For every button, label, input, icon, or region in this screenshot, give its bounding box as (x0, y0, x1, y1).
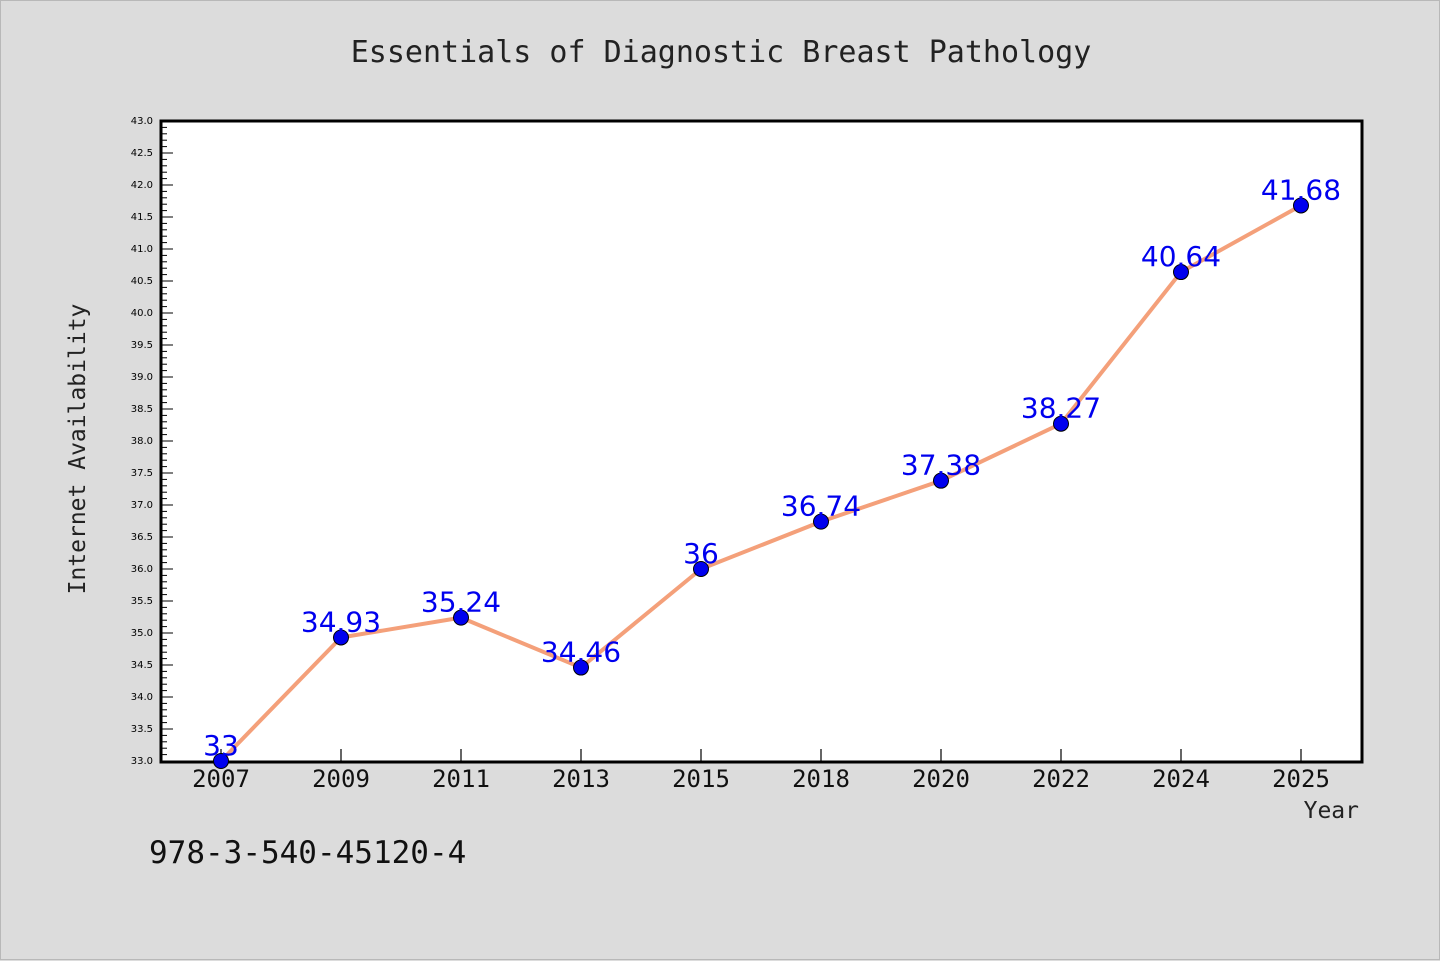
y-tick-label: 40.0 (131, 308, 153, 319)
data-point (1053, 415, 1069, 432)
data-labels: 33 34.93 35.24 34.46 36 36.74 37.38 38.27 40.64 4… (203, 173, 1341, 762)
x-tick-label: 2011 (432, 765, 490, 793)
x-axis-ticks: 2007 2009 2011 2013 2015 2018 2020 2022 2024 2025 (192, 749, 1330, 793)
data-label: 33 (203, 729, 239, 762)
y-tick-label: 39.0 (131, 372, 153, 383)
data-point (813, 513, 829, 530)
data-label: 41.68 (1261, 173, 1341, 206)
chart-title: Essentials of Diagnostic Breast Patholog… (350, 35, 1092, 70)
y-tick-label: 37.0 (131, 500, 153, 511)
y-tick-label: 43.0 (131, 116, 153, 127)
data-label: 35.24 (421, 586, 501, 619)
data-point (333, 629, 349, 646)
y-tick-label: 35.5 (131, 596, 153, 607)
y-axis-ticks: 33.0 33.5 34.0 34.5 35.0 35.5 36.0 36.5 37.0 37.5… (131, 116, 173, 767)
y-tick-label: 33.0 (131, 756, 153, 767)
plot-frame (159, 119, 1364, 764)
data-point (1173, 264, 1189, 281)
y-tick-label: 34.0 (131, 692, 153, 703)
y-tick-label: 42.0 (131, 180, 153, 191)
y-tick-label: 36.0 (131, 564, 153, 575)
y-tick-label: 41.5 (131, 212, 153, 223)
data-markers (213, 197, 1309, 769)
data-label: 36.74 (781, 490, 861, 523)
data-label: 38.27 (1021, 392, 1101, 425)
data-label: 34.46 (541, 636, 621, 669)
data-point (693, 561, 709, 577)
y-tick-label: 36.5 (131, 532, 153, 543)
series-line (219, 203, 1302, 763)
data-label: 36 (683, 537, 719, 570)
y-tick-label: 38.5 (131, 404, 153, 415)
y-tick-label: 39.5 (131, 340, 153, 351)
x-tick-label: 2018 (792, 765, 850, 793)
data-point (933, 472, 949, 489)
x-tick-label: 2009 (312, 765, 370, 793)
series-lines (219, 203, 1302, 763)
x-tick-label: 2013 (552, 765, 610, 793)
x-tick-label: 2020 (912, 765, 970, 793)
data-point (1293, 197, 1309, 214)
y-tick-label: 33.5 (131, 724, 153, 735)
footer-code: 978-3-540-45120-4 (149, 835, 467, 871)
y-tick-label: 42.5 (131, 148, 153, 159)
data-label: 40.64 (1141, 240, 1221, 273)
y-tick-label: 41.0 (131, 244, 153, 255)
data-point (453, 609, 469, 626)
x-tick-label: 2007 (192, 765, 250, 793)
y-tick-label: 38.0 (131, 436, 153, 447)
y-tick-label: 40.5 (131, 276, 153, 287)
y-tick-label: 37.5 (131, 468, 153, 479)
x-tick-label: 2025 (1272, 765, 1330, 793)
x-tick-label: 2024 (1152, 765, 1210, 793)
y-tick-label: 35.0 (131, 628, 153, 639)
x-tick-label: 2022 (1032, 765, 1090, 793)
x-tick-label: 2015 (672, 765, 730, 793)
data-point (213, 753, 229, 769)
data-label: 34.93 (301, 605, 381, 638)
data-label: 37.38 (901, 449, 981, 482)
data-point (573, 659, 589, 676)
y-tick-label: 34.5 (131, 660, 153, 671)
x-axis-label: Year (1303, 798, 1359, 824)
